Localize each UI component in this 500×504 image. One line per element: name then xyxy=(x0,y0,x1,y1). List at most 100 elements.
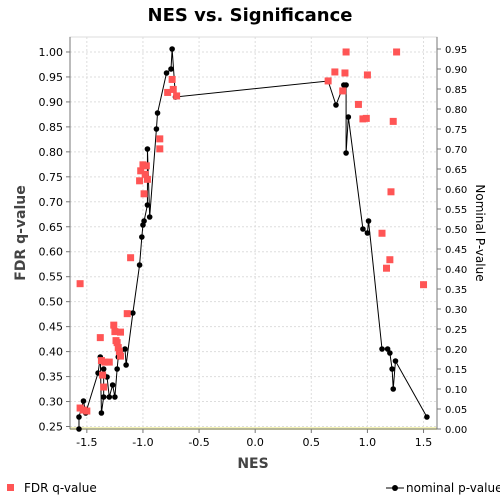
nominal-pvalue-point xyxy=(123,362,129,368)
fdr-qvalue-point xyxy=(331,68,339,76)
fdr-qvalue-point xyxy=(99,371,107,379)
y-right-tick-label: 0.80 xyxy=(445,105,467,116)
nominal-pvalue-point xyxy=(333,102,339,108)
y-right-tick-label: 0.95 xyxy=(445,45,467,56)
fdr-qvalue-point xyxy=(140,190,148,198)
fdr-qvalue-point xyxy=(110,321,118,329)
nominal-pvalue-point xyxy=(343,82,349,88)
chart-title: NES vs. Significance xyxy=(148,5,353,26)
y-right-tick-label: 0.10 xyxy=(445,385,467,396)
x-axis: -1.5 -1.0 -0.5 0.0 0.5 1.0 1.5 xyxy=(70,428,437,449)
nominal-pvalue-point xyxy=(144,146,151,152)
fdr-qvalue-point xyxy=(389,117,397,125)
y-left-tick-label: 0.25 xyxy=(39,421,64,434)
nominal-pvalue-point xyxy=(379,346,385,352)
nominal-pvalue-point xyxy=(343,150,349,156)
nominal-pvalue-point xyxy=(163,70,170,76)
nominal-pvalue-point xyxy=(365,218,372,224)
fdr-qvalue-point xyxy=(156,145,164,153)
y-right-tick-label: 0.90 xyxy=(445,65,467,76)
fdr-qvalue-point xyxy=(111,328,119,336)
nominal-pvalue-point xyxy=(98,410,105,416)
y-right-tick-label: 0.50 xyxy=(445,225,467,236)
legend-nominal-marker xyxy=(392,485,398,491)
x-tick-label: 1.5 xyxy=(415,436,433,449)
fdr-qvalue-point xyxy=(382,264,390,272)
nominal-pvalue-point xyxy=(114,366,120,372)
fdr-qvalue-point xyxy=(386,256,394,264)
fdr-qvalue-point xyxy=(114,344,122,352)
nominal-pvalue-point xyxy=(389,366,395,372)
fdr-qvalue-point xyxy=(339,87,347,95)
fdr-qvalue-point xyxy=(164,88,172,96)
nominal-pvalue-point xyxy=(130,310,136,316)
y-right-tick-label: 0.45 xyxy=(445,245,467,256)
nominal-pvalue-point xyxy=(392,358,399,364)
fdr-qvalue-point xyxy=(101,358,109,366)
nominal-pvalue-point xyxy=(168,66,174,72)
fdr-qvalue-point xyxy=(378,229,386,237)
y-right-tick-label: 0.40 xyxy=(445,265,467,276)
fdr-qvalue-point xyxy=(324,77,332,85)
fdr-qvalue-point xyxy=(141,170,149,178)
y-axis-right-label: Nominal P-value xyxy=(473,184,487,281)
fdr-qvalue-point xyxy=(341,69,349,77)
y-left-tick-label: 0.55 xyxy=(39,271,64,284)
y-left-tick-label: 0.70 xyxy=(39,196,64,209)
fdr-qvalue-point xyxy=(168,75,176,83)
fdr-qvalue-point xyxy=(76,280,84,288)
fdr-qvalue-point xyxy=(393,48,401,56)
nominal-pvalue-point xyxy=(109,382,116,388)
y-left-tick-label: 0.90 xyxy=(39,96,64,109)
y-right-tick-label: 0.20 xyxy=(445,345,467,356)
nominal-pvalue-point xyxy=(364,230,371,236)
fdr-qvalue-point xyxy=(100,383,108,391)
y-right-tick-label: 0.75 xyxy=(445,125,467,136)
nominal-pvalue-point xyxy=(169,46,175,52)
fdr-qvalue-point xyxy=(123,310,131,318)
fdr-qvalue-point xyxy=(117,328,125,336)
legend-nominal-label: nominal p-value xyxy=(406,481,500,495)
nominal-pvalue-point xyxy=(390,386,397,392)
y-right-tick-label: 0.55 xyxy=(445,205,467,216)
grid xyxy=(70,37,437,430)
x-tick-label: -0.5 xyxy=(188,436,209,449)
y-left-tick-label: 0.40 xyxy=(39,346,64,359)
nominal-pvalue-point xyxy=(76,426,82,432)
nominal-pvalue-point xyxy=(76,414,82,420)
x-axis-label: NES xyxy=(237,456,268,472)
nominal-pvalue-point xyxy=(100,366,107,372)
fdr-qvalue-point xyxy=(83,407,91,415)
y-left-tick-label: 0.75 xyxy=(39,171,64,184)
y-right-tick-label: 0.30 xyxy=(445,305,467,316)
nominal-pvalue-point xyxy=(139,234,145,240)
legend: FDR q-value nominal p-value xyxy=(7,481,500,495)
fdr-qvalue-point xyxy=(115,348,123,356)
fdr-qvalue-point xyxy=(113,339,121,347)
y-right-tick-label: 0.60 xyxy=(445,185,467,196)
fdr-qvalue-point xyxy=(142,162,150,170)
nominal-pvalue-point xyxy=(106,394,113,400)
y-left-tick-label: 0.85 xyxy=(39,121,64,134)
y-right-tick-label: 0.25 xyxy=(445,325,467,336)
y-left-tick-label: 0.45 xyxy=(39,321,64,334)
fdr-qvalue-point xyxy=(173,92,181,100)
nominal-pvalue-point xyxy=(153,126,160,132)
fdr-qvalue-point xyxy=(117,352,125,360)
nominal-pvalue-point xyxy=(136,262,143,268)
nominal-pvalue-point xyxy=(345,114,352,120)
nominal-pvalue-point xyxy=(154,110,161,116)
fdr-qvalue-point xyxy=(156,135,164,143)
y-left-tick-label: 0.65 xyxy=(39,221,64,234)
y-left-tick-label: 0.60 xyxy=(39,246,64,259)
x-tick-label: -1.0 xyxy=(132,436,153,449)
nominal-pvalue-point xyxy=(387,350,393,356)
x-tick-label: 1.0 xyxy=(359,436,377,449)
fdr-qvalue-point xyxy=(342,48,350,56)
fdr-qvalue-point xyxy=(420,281,428,289)
fdr-qvalue-point xyxy=(143,175,151,183)
y-left-tick-label: 0.80 xyxy=(39,146,64,159)
y-axis-left: 0.25 0.30 0.35 0.40 0.45 0.50 0.55 0.60 0.65 0.70… xyxy=(39,37,71,434)
